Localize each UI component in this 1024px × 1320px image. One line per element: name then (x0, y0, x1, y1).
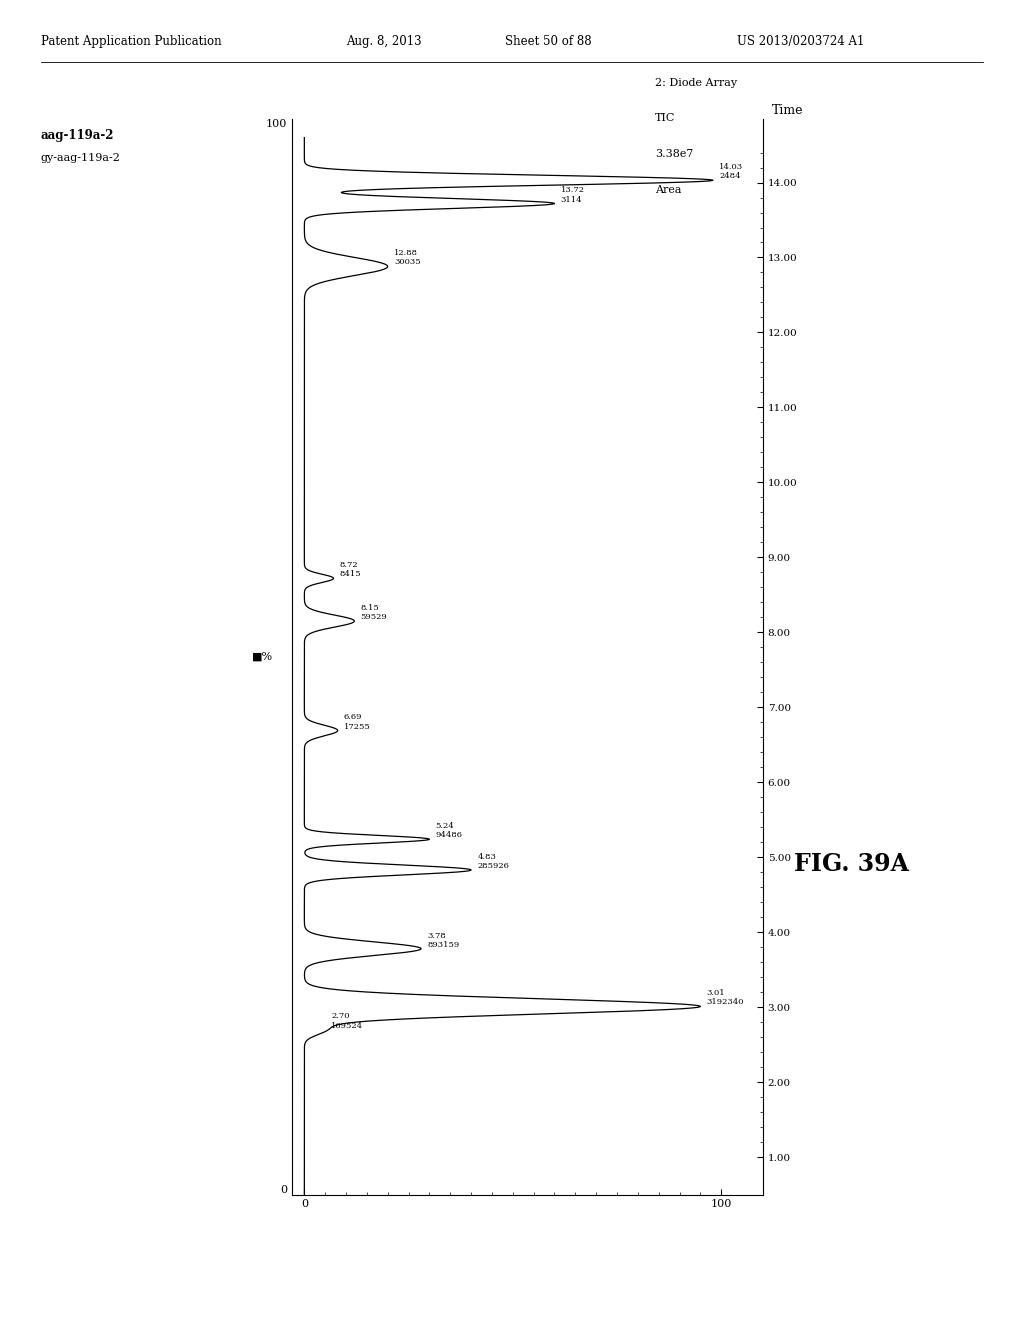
Text: Sheet 50 of 88: Sheet 50 of 88 (505, 34, 591, 48)
Text: 5.24
94486: 5.24 94486 (435, 822, 463, 840)
Text: 3.78
893159: 3.78 893159 (427, 932, 460, 949)
Text: 13.72
3114: 13.72 3114 (561, 186, 585, 203)
Text: FIG. 39A: FIG. 39A (794, 853, 908, 876)
Text: 14.03
2484: 14.03 2484 (719, 164, 743, 181)
Text: gy-aag-119a-2: gy-aag-119a-2 (41, 153, 121, 164)
Text: 3.38e7: 3.38e7 (655, 149, 693, 160)
Text: Time: Time (772, 104, 804, 116)
Text: Area: Area (655, 185, 682, 195)
Text: US 2013/0203724 A1: US 2013/0203724 A1 (737, 34, 864, 48)
Text: 8.72
8415: 8.72 8415 (340, 561, 361, 578)
Text: 4.83
285926: 4.83 285926 (477, 853, 509, 870)
Text: 6.69
17255: 6.69 17255 (344, 713, 371, 730)
Text: 100: 100 (266, 119, 287, 129)
Text: 2.70
169524: 2.70 169524 (332, 1012, 364, 1030)
Text: 12.88
30035: 12.88 30035 (394, 249, 421, 267)
Text: Aug. 8, 2013: Aug. 8, 2013 (346, 34, 422, 48)
Text: TIC: TIC (655, 114, 676, 124)
Text: 3.01
3192340: 3.01 3192340 (707, 989, 744, 1006)
Text: 8.15
59529: 8.15 59529 (360, 603, 387, 622)
Text: 0: 0 (280, 1184, 287, 1195)
Text: 2: Diode Array: 2: Diode Array (655, 78, 737, 88)
Text: aag-119a-2: aag-119a-2 (41, 128, 115, 141)
Text: Patent Application Publication: Patent Application Publication (41, 34, 221, 48)
Text: ■%: ■% (252, 652, 273, 661)
